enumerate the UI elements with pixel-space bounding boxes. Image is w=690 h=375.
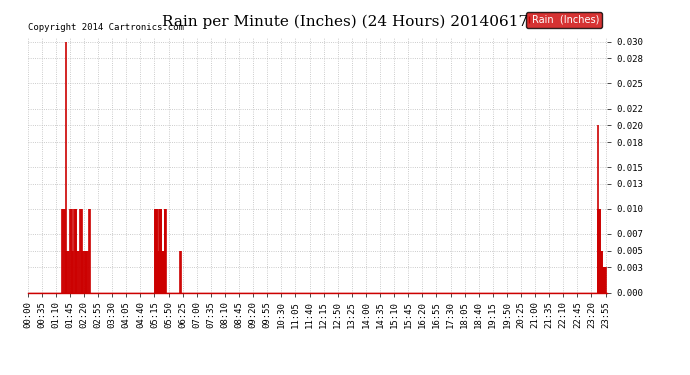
Legend: Rain  (Inches): Rain (Inches) [526,12,602,28]
Text: Rain per Minute (Inches) (24 Hours) 20140617: Rain per Minute (Inches) (24 Hours) 2014… [162,15,528,29]
Text: Copyright 2014 Cartronics.com: Copyright 2014 Cartronics.com [28,23,184,32]
